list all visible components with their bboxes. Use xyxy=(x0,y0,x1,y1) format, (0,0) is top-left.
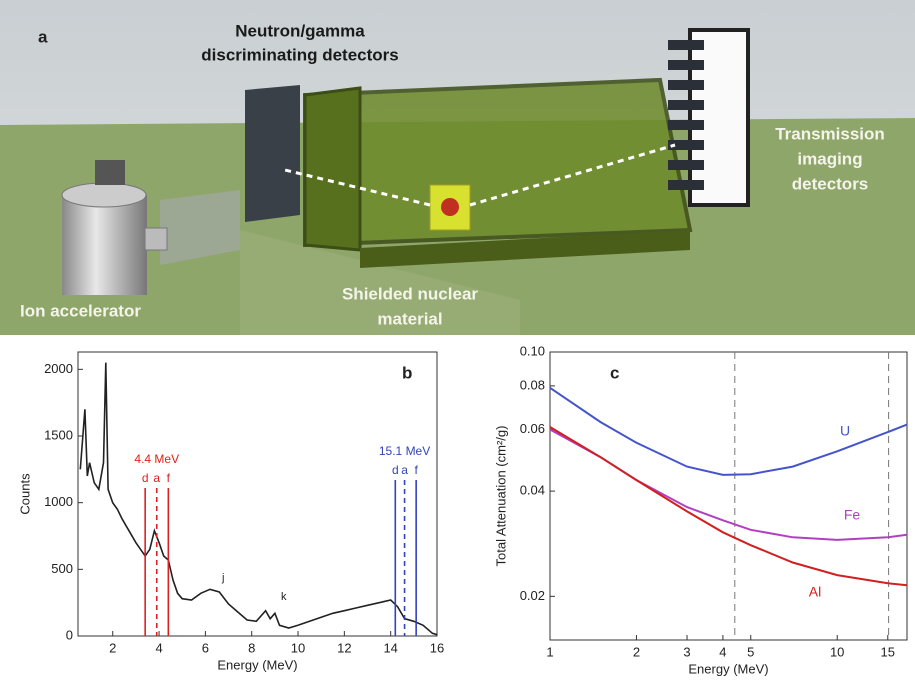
marker-label: f xyxy=(414,463,418,477)
detector-tubes xyxy=(668,40,704,190)
accelerator-top xyxy=(61,182,147,208)
x-tick-label: 5 xyxy=(747,644,754,659)
series-label: Al xyxy=(809,584,821,600)
label: discriminating detectors xyxy=(201,45,398,64)
panel-label: a xyxy=(38,27,48,46)
arrow xyxy=(469,143,676,207)
label: Transmission xyxy=(775,124,885,143)
accelerator xyxy=(62,195,147,295)
x-tick-label: 3 xyxy=(683,644,690,659)
annotation: j xyxy=(221,572,224,584)
marker-label: a xyxy=(153,471,160,485)
series-label: U xyxy=(840,423,850,439)
x-tick-label: 8 xyxy=(248,640,255,655)
y-tick-label: 0.10 xyxy=(520,343,545,358)
y-tick-label: 1500 xyxy=(44,427,73,442)
label: material xyxy=(377,309,442,328)
shadow xyxy=(240,230,520,335)
series-line xyxy=(79,362,438,636)
detector-panel xyxy=(245,85,300,222)
y-tick-label: 2000 xyxy=(44,361,73,376)
transmission-detector xyxy=(688,28,750,207)
x-tick-label: 15 xyxy=(881,644,895,659)
beam xyxy=(160,190,240,265)
illustration: a Neutron/gamma discriminating detectors… xyxy=(0,0,915,335)
y-axis-label: Total Attenuation (cm²/g) xyxy=(493,426,508,567)
series-line xyxy=(549,386,908,476)
x-tick-label: 10 xyxy=(291,640,305,655)
plot-frame xyxy=(549,351,908,641)
x-tick-label: 4 xyxy=(155,640,162,655)
series-line xyxy=(549,426,908,587)
marker-group-label: 4.4 MeV xyxy=(134,452,179,466)
panel-label: b xyxy=(402,363,412,382)
label: Ion accelerator xyxy=(20,301,141,320)
container-base xyxy=(360,230,690,268)
label: detectors xyxy=(792,174,869,193)
annotation: k xyxy=(281,591,287,603)
panel-label: c xyxy=(610,363,619,382)
label: Shielded nuclear xyxy=(342,284,478,303)
source-symbol xyxy=(441,198,459,216)
plot-frame xyxy=(77,351,438,637)
x-tick-label: 10 xyxy=(830,644,844,659)
marker-label: f xyxy=(167,471,171,485)
y-tick-label: 0.08 xyxy=(520,377,545,392)
accelerator-port xyxy=(144,227,168,251)
y-tick-label: 0.04 xyxy=(520,483,545,498)
x-tick-label: 2 xyxy=(109,640,116,655)
marker-label: d xyxy=(142,471,149,485)
arrow xyxy=(284,168,431,207)
accelerator-head xyxy=(95,160,125,185)
y-tick-label: 0 xyxy=(66,627,73,642)
x-tick-label: 6 xyxy=(202,640,209,655)
x-tick-label: 2 xyxy=(633,644,640,659)
label: imaging xyxy=(797,149,862,168)
x-axis-label: Energy (MeV) xyxy=(688,661,768,676)
x-tick-label: 12 xyxy=(337,640,351,655)
container xyxy=(303,77,693,248)
label: Neutron/gamma xyxy=(235,21,365,40)
x-axis-label: Energy (MeV) xyxy=(217,657,297,672)
marker-group-label: 15.1 MeV xyxy=(379,444,430,458)
y-tick-label: 0.06 xyxy=(520,421,545,436)
x-tick-label: 1 xyxy=(546,644,553,659)
marker-label: d xyxy=(392,463,399,477)
y-tick-label: 500 xyxy=(51,561,73,576)
x-tick-label: 16 xyxy=(430,640,444,655)
x-tick-label: 14 xyxy=(383,640,397,655)
y-tick-label: 1000 xyxy=(44,494,73,509)
y-tick-label: 0.02 xyxy=(520,588,545,603)
x-tick-label: 4 xyxy=(719,644,726,659)
series-label: Fe xyxy=(844,507,861,523)
y-axis-label: Counts xyxy=(17,473,32,515)
container-end xyxy=(303,86,362,252)
marker-label: a xyxy=(401,463,408,477)
